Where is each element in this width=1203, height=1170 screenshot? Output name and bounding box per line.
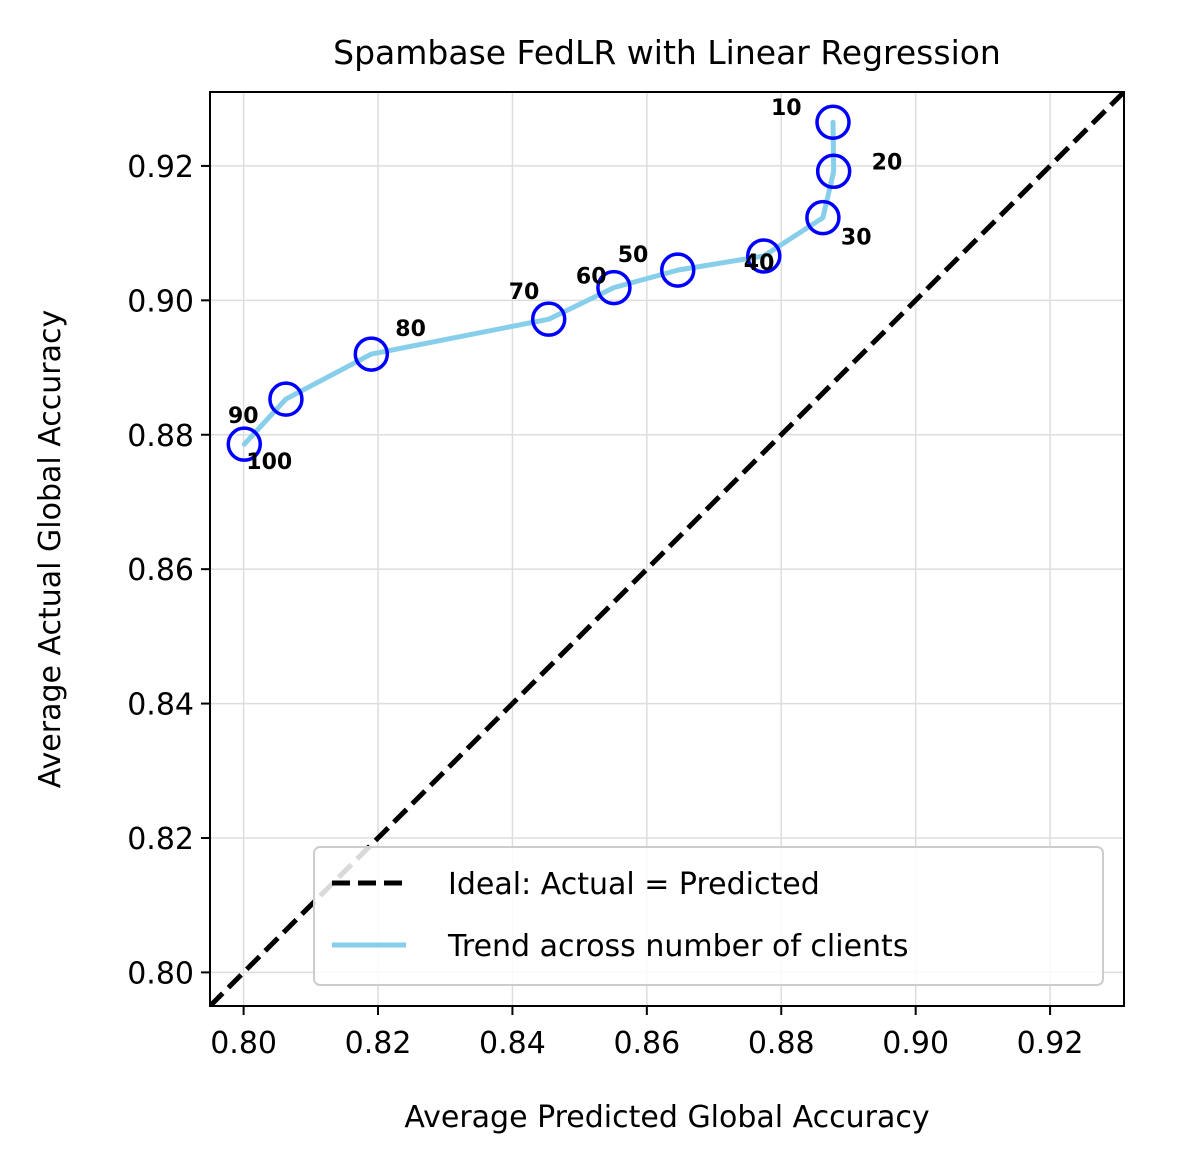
y-tick-label: 0.80 (127, 956, 194, 991)
data-points (226, 104, 852, 462)
plot-frame (209, 91, 1125, 1007)
y-axis-ticks: 0.80 0.82 0.84 0.86 0.88 0.90 0.92 (127, 150, 210, 991)
data-point-marker (815, 153, 852, 190)
data-point-label: 70 (509, 280, 540, 305)
x-tick-label: 0.90 (882, 1026, 949, 1061)
data-point-marker (815, 104, 851, 140)
legend: Ideal: Actual = Predicted Trend across n… (313, 846, 1104, 986)
data-point-marker (530, 301, 567, 337)
data-point-marker (805, 199, 841, 236)
trend-line (241, 119, 837, 447)
y-tick-label: 0.84 (127, 688, 194, 723)
legend-box (313, 846, 1104, 986)
data-point-marker (268, 381, 304, 417)
y-tick-label: 0.90 (127, 284, 194, 319)
y-tick-label: 0.88 (127, 419, 194, 454)
data-point-label: 10 (771, 96, 802, 121)
data-point-label: 40 (744, 251, 775, 276)
x-axis-label: Average Predicted Global Accuracy (404, 1100, 929, 1135)
data-point-label: 20 (872, 150, 903, 175)
data-point-marker (353, 336, 390, 372)
legend-trend-label: Trend across number of clients (447, 929, 908, 964)
data-point-label: 50 (618, 243, 649, 268)
data-point-marker (226, 426, 263, 462)
data-point-marker (660, 252, 696, 288)
grid (210, 92, 1124, 1006)
data-point-label: 60 (576, 265, 607, 290)
y-tick-label: 0.92 (127, 150, 194, 185)
data-point-label: 100 (246, 450, 292, 475)
x-tick-label: 0.86 (613, 1026, 680, 1061)
x-axis-ticks: 0.80 0.82 0.84 0.86 0.88 0.90 0.92 (210, 1006, 1083, 1061)
data-point-label: 30 (841, 226, 872, 251)
data-point-label: 90 (228, 404, 259, 429)
data-point-marker (746, 238, 782, 274)
chart-title: Spambase FedLR with Linear Regression (333, 33, 1001, 72)
x-tick-label: 0.92 (1017, 1026, 1084, 1061)
trend-line-group (241, 119, 837, 447)
y-axis-label: Average Actual Global Accuracy (33, 310, 68, 788)
x-tick-label: 0.82 (345, 1026, 412, 1061)
data-point-label: 80 (395, 317, 426, 342)
data-point-marker (596, 269, 632, 306)
x-tick-label: 0.80 (210, 1026, 277, 1061)
y-tick-label: 0.86 (127, 553, 194, 588)
y-tick-label: 0.82 (127, 822, 194, 857)
x-tick-label: 0.84 (479, 1026, 546, 1061)
legend-ideal-label: Ideal: Actual = Predicted (448, 867, 820, 902)
point-labels: 10 20 30 40 50 60 70 80 90 100 (228, 96, 902, 475)
x-tick-label: 0.88 (748, 1026, 815, 1061)
